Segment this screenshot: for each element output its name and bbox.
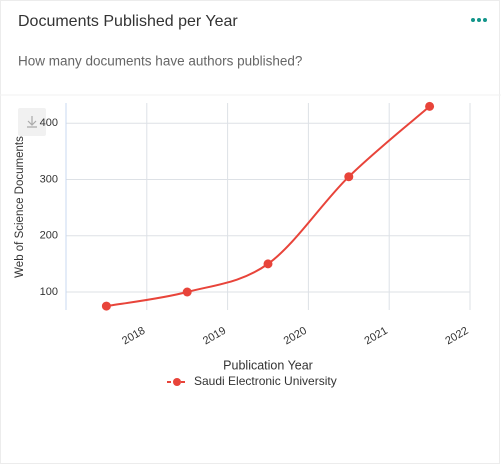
y-tick-label: 300: [40, 173, 58, 185]
y-tick-label: 400: [40, 117, 58, 129]
menu-button[interactable]: [471, 18, 487, 22]
download-button[interactable]: [18, 108, 46, 136]
y-tick-label: 100: [40, 286, 58, 298]
point: [344, 172, 354, 182]
legend-marker: [173, 378, 181, 386]
y-tick-label: 200: [40, 230, 58, 242]
point: [425, 101, 435, 111]
legend-label: Saudi Electronic University: [194, 374, 337, 388]
card-title: Documents Published per Year: [18, 13, 238, 30]
point: [101, 301, 111, 311]
x-axis-title: Publication Year: [223, 358, 313, 372]
point: [182, 287, 192, 297]
y-axis-title: Web of Science Documents: [14, 136, 26, 278]
point: [263, 259, 273, 269]
card-subtitle: How many documents have authors publishe…: [18, 54, 302, 69]
